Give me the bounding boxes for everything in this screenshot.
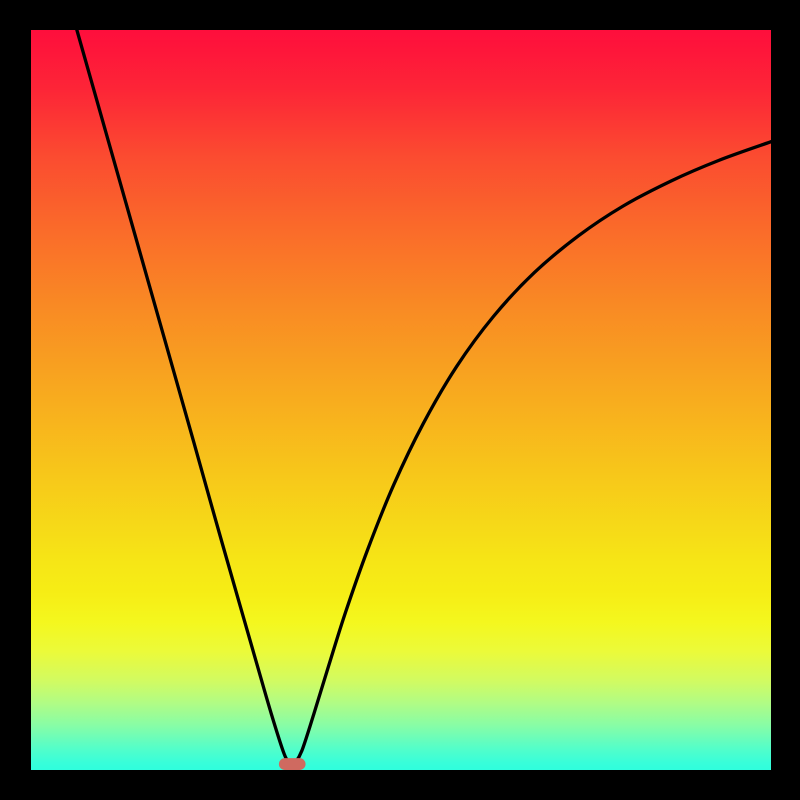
trough-marker [279,758,306,770]
chart-background-gradient [31,30,771,770]
chart-frame: TheBottleneck.com [0,0,800,800]
bottleneck-chart [0,0,800,800]
